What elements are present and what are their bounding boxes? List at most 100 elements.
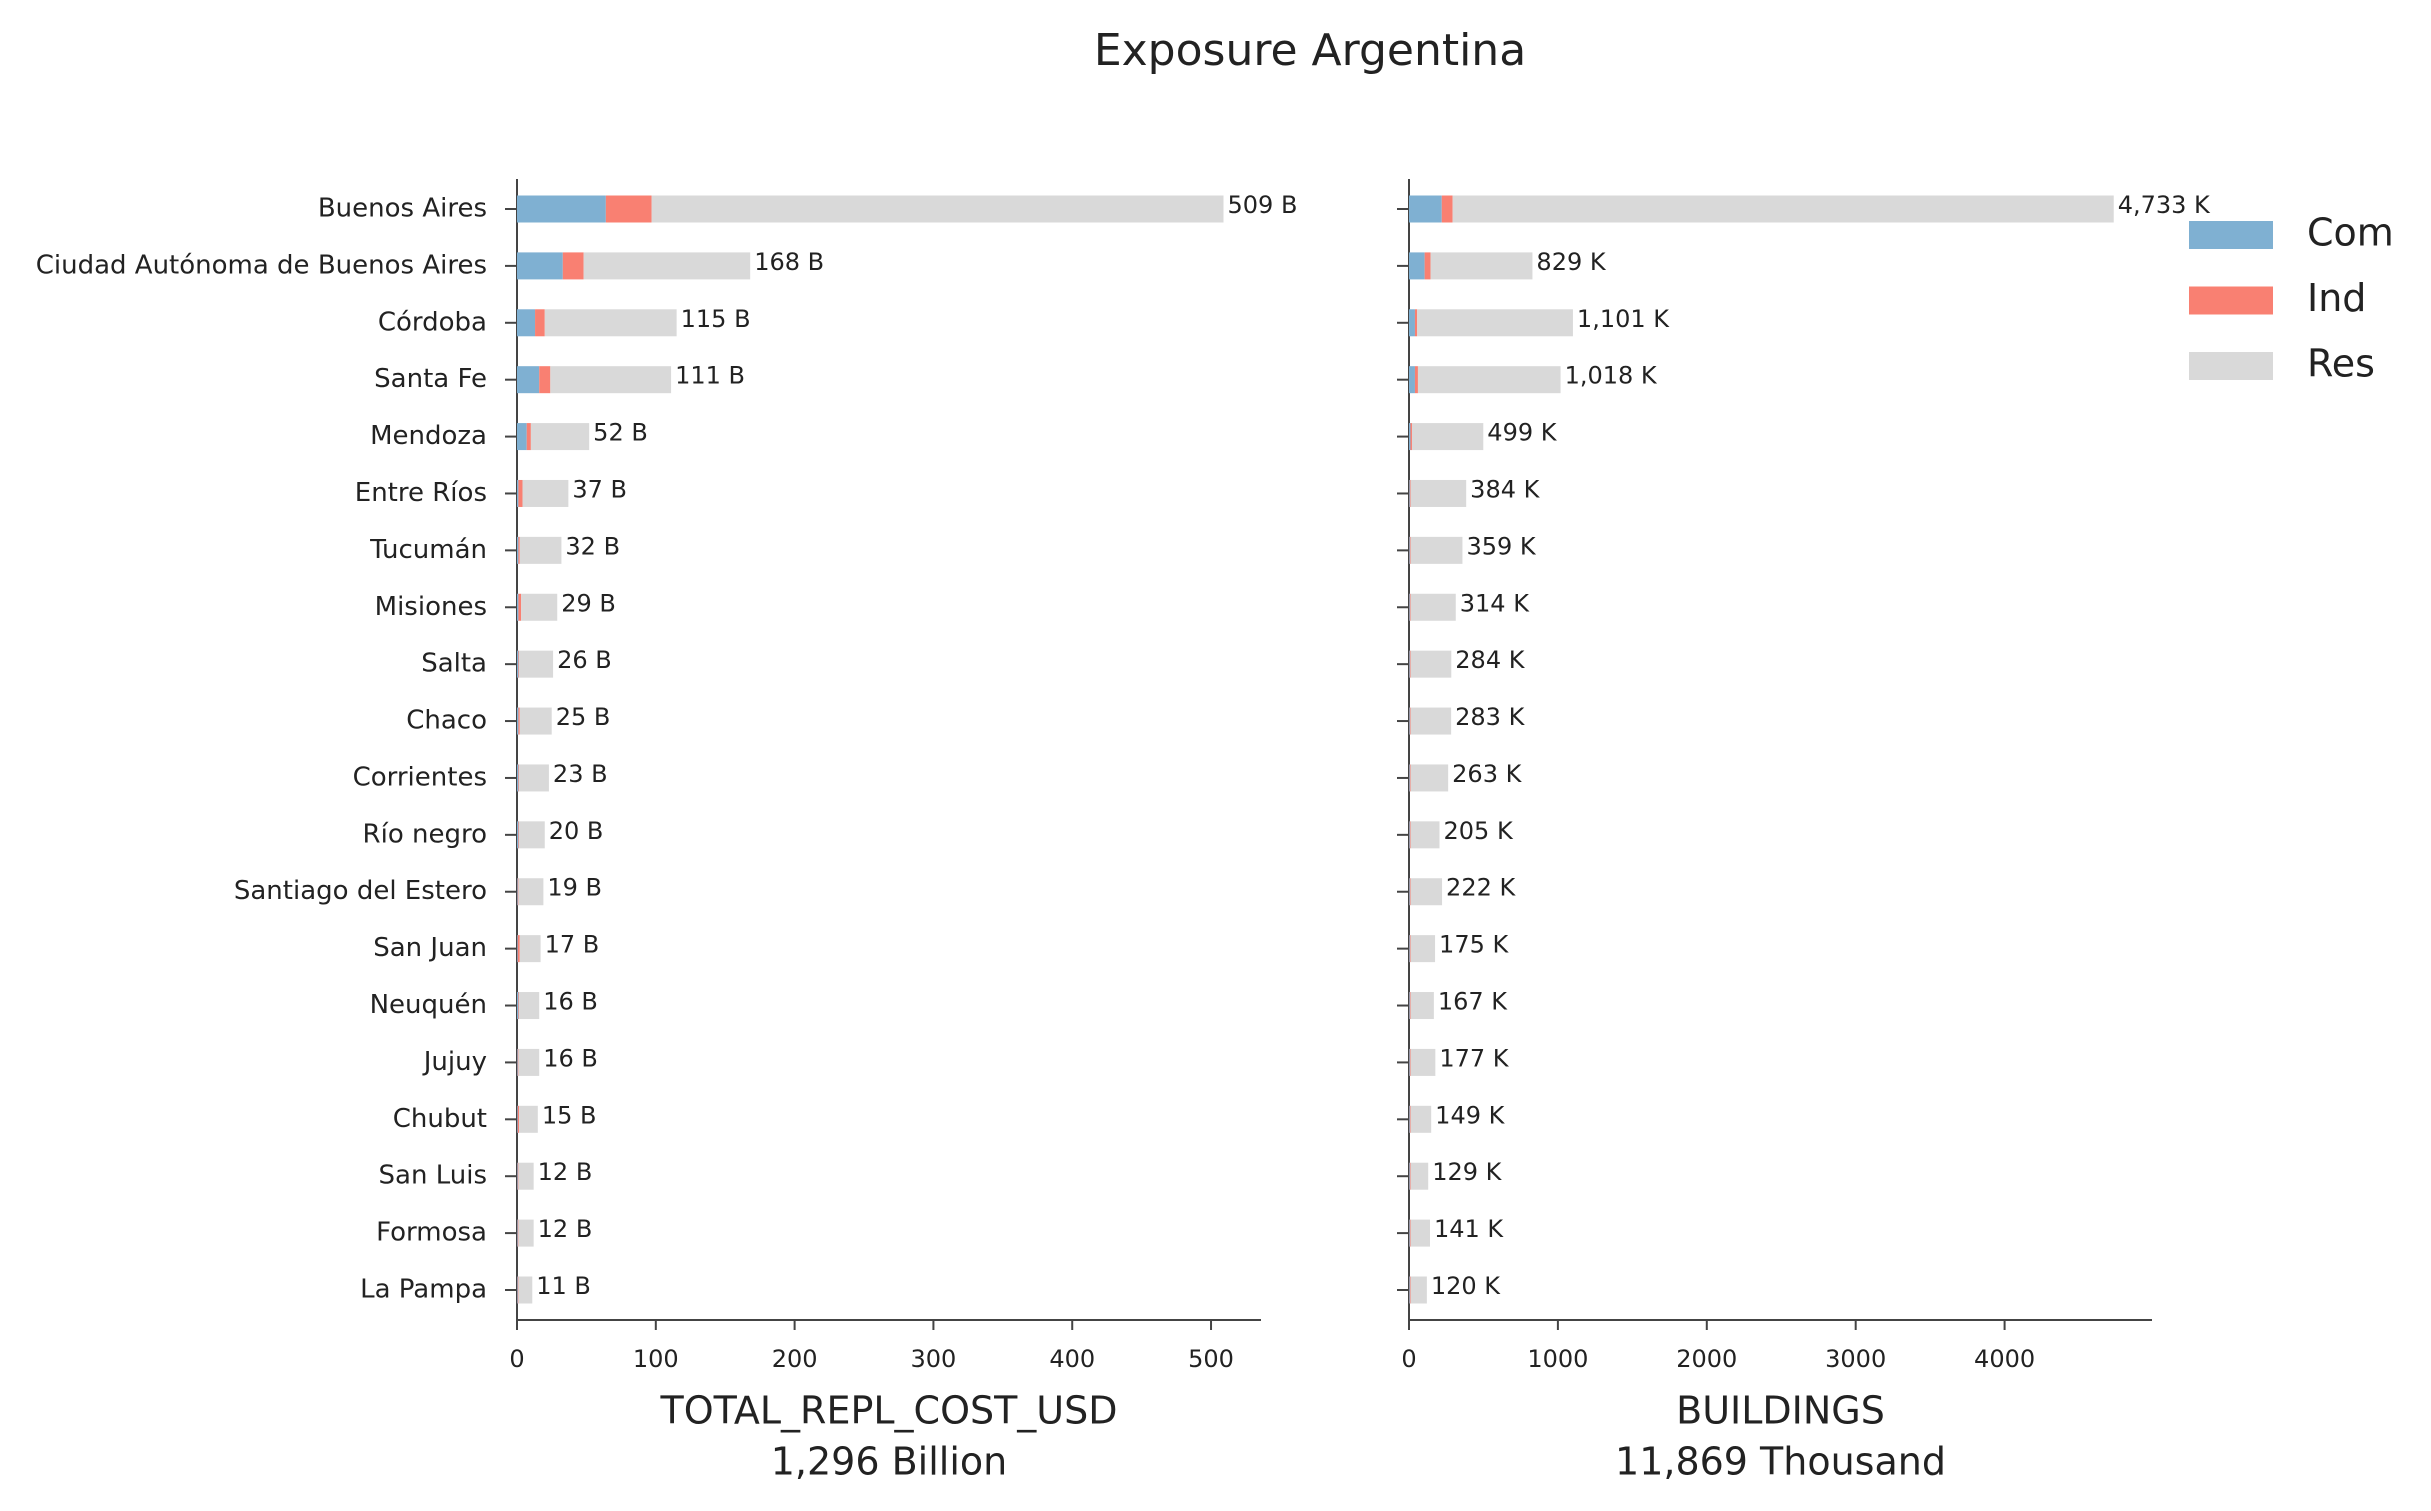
bar-segment bbox=[1410, 1048, 1436, 1076]
value-label: 167 K bbox=[1438, 988, 1508, 1016]
x-tick-label: 1000 bbox=[1527, 1345, 1588, 1373]
bar-segment bbox=[1417, 309, 1573, 337]
value-label: 115 B bbox=[681, 305, 751, 333]
bar-segment bbox=[518, 1219, 534, 1247]
bar-segment bbox=[526, 423, 531, 451]
bar-segment bbox=[517, 1219, 518, 1247]
value-label: 284 K bbox=[1455, 646, 1525, 674]
y-tick-label: La Pampa bbox=[360, 1275, 487, 1305]
bar-segment bbox=[1410, 764, 1449, 792]
value-label: 1,018 K bbox=[1565, 362, 1658, 390]
bar-segment bbox=[1409, 992, 1411, 1020]
x-tick-label: 0 bbox=[509, 1345, 524, 1373]
value-label: 1,101 K bbox=[1577, 305, 1670, 333]
bar-segment bbox=[1430, 252, 1533, 280]
bar-segment bbox=[518, 1048, 540, 1076]
value-label: 222 K bbox=[1446, 874, 1516, 902]
bar-segment bbox=[1409, 1219, 1411, 1247]
bar-segment bbox=[544, 309, 677, 337]
bar-segment bbox=[517, 1105, 518, 1133]
bar-segment bbox=[1409, 1048, 1411, 1076]
bar-segment bbox=[1409, 1219, 1410, 1247]
bar-segment bbox=[1409, 935, 1410, 963]
bar-segment bbox=[519, 821, 545, 849]
y-tick-label: Ciudad Autónoma de Buenos Aires bbox=[36, 250, 487, 280]
bar-segment bbox=[539, 366, 551, 394]
y-tick-label: Santa Fe bbox=[374, 364, 487, 394]
value-label: 26 B bbox=[557, 646, 612, 674]
y-tick-label: Chaco bbox=[406, 706, 487, 736]
bar-segment bbox=[518, 1276, 533, 1304]
value-label: 29 B bbox=[561, 589, 616, 617]
bar-segment bbox=[517, 1219, 519, 1247]
bar-segment bbox=[1409, 309, 1415, 337]
bar-segment bbox=[517, 1276, 519, 1304]
value-label: 175 K bbox=[1439, 931, 1509, 959]
y-tick-label: Corrientes bbox=[353, 762, 487, 792]
bar-segment bbox=[517, 707, 519, 735]
bar-segment bbox=[1409, 423, 1411, 451]
bar-segment bbox=[1417, 366, 1561, 394]
value-label: 177 K bbox=[1439, 1044, 1509, 1072]
legend-label: Ind bbox=[2307, 276, 2366, 320]
value-label: 384 K bbox=[1470, 475, 1540, 503]
value-label: 499 K bbox=[1487, 419, 1557, 447]
bar-segment bbox=[1409, 650, 1410, 678]
bar-segment bbox=[517, 252, 563, 280]
bar-segment bbox=[535, 309, 545, 337]
bar-segment bbox=[519, 707, 552, 735]
x-tick-label: 2000 bbox=[1676, 1345, 1737, 1373]
x-axis-sublabel: 1,296 Billion bbox=[771, 1440, 1008, 1484]
value-label: 23 B bbox=[553, 760, 608, 788]
bar-segment bbox=[1409, 821, 1411, 849]
bar-segment bbox=[517, 1276, 518, 1304]
value-label: 16 B bbox=[543, 988, 598, 1016]
bar-segment bbox=[583, 252, 751, 280]
bar-segment bbox=[1410, 1219, 1430, 1247]
x-tick-label: 400 bbox=[1049, 1345, 1095, 1373]
bar-segment bbox=[1409, 536, 1411, 564]
value-label: 11 B bbox=[536, 1272, 591, 1300]
bar-segment bbox=[605, 195, 652, 223]
bar-segment bbox=[1409, 252, 1425, 280]
bar-segment bbox=[1410, 707, 1452, 735]
bar-segment bbox=[518, 707, 520, 735]
bar-segment bbox=[1409, 593, 1411, 621]
y-tick-label: Córdoba bbox=[378, 307, 487, 337]
bar-segment bbox=[1409, 366, 1415, 394]
bar-segment bbox=[517, 1105, 520, 1133]
bar-segment bbox=[1409, 1276, 1411, 1304]
bar-segment bbox=[517, 878, 518, 906]
bar-segment bbox=[1409, 536, 1410, 564]
bar-segment bbox=[1414, 309, 1418, 337]
bar-segment bbox=[517, 878, 519, 906]
value-label: 32 B bbox=[565, 532, 620, 560]
bar-segment bbox=[550, 366, 672, 394]
bar-segment bbox=[519, 536, 562, 564]
bar-segment bbox=[519, 650, 554, 678]
x-tick-label: 4000 bbox=[1974, 1345, 2035, 1373]
bar-segment bbox=[517, 423, 527, 451]
bar-segment bbox=[1409, 1048, 1410, 1076]
y-tick-label: Santiago del Estero bbox=[234, 876, 487, 906]
bar-segment bbox=[519, 764, 549, 792]
bar-segment bbox=[1409, 821, 1410, 849]
x-tick-label: 500 bbox=[1188, 1345, 1234, 1373]
bar-segment bbox=[1409, 764, 1410, 792]
bar-segment bbox=[1409, 707, 1411, 735]
bar-segment bbox=[1409, 1162, 1410, 1190]
x-tick-label: 0 bbox=[1401, 1345, 1416, 1373]
bar-segment bbox=[517, 536, 519, 564]
bar-segment bbox=[519, 1105, 538, 1133]
bar-segment bbox=[518, 992, 520, 1020]
legend-swatch bbox=[2189, 352, 2273, 380]
bar-segment bbox=[518, 1162, 534, 1190]
value-label: 52 B bbox=[593, 419, 648, 447]
y-tick-label: Mendoza bbox=[370, 421, 487, 451]
bar-segment bbox=[1409, 992, 1410, 1020]
bar-segment bbox=[1409, 195, 1442, 223]
bar-segment bbox=[517, 309, 536, 337]
x-tick-label: 3000 bbox=[1825, 1345, 1886, 1373]
bar-segment bbox=[517, 195, 606, 223]
